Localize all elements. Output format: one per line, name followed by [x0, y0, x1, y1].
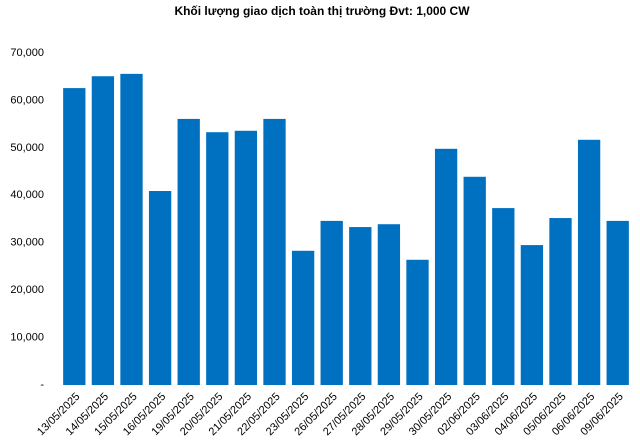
bar [520, 245, 544, 385]
chart-title: Khối lượng giao dịch toàn thị trường Đvt… [174, 4, 470, 18]
bar [463, 176, 486, 385]
bar [91, 76, 115, 386]
y-tick-label: 30,000 [10, 237, 44, 249]
y-tick-label: 70,000 [10, 47, 44, 59]
bar [120, 73, 143, 386]
y-tick-label: 60,000 [10, 94, 44, 106]
bar [263, 118, 286, 385]
y-tick-label: 40,000 [10, 189, 44, 201]
bar [434, 148, 458, 385]
bar [377, 224, 401, 385]
bar [206, 132, 229, 385]
bar [492, 208, 515, 385]
bar [291, 250, 315, 385]
bar [549, 218, 572, 385]
bar [406, 259, 429, 385]
bar [606, 220, 629, 385]
y-tick-label: 50,000 [10, 142, 44, 154]
bar [349, 227, 372, 385]
bar [177, 118, 200, 385]
bar [63, 88, 86, 386]
y-tick-label: 10,000 [10, 331, 44, 343]
bar [148, 191, 172, 385]
y-tick-label: 20,000 [10, 284, 44, 296]
bar [577, 139, 601, 385]
bar [320, 220, 343, 385]
y-tick-label: - [40, 379, 44, 391]
bar [234, 130, 258, 385]
